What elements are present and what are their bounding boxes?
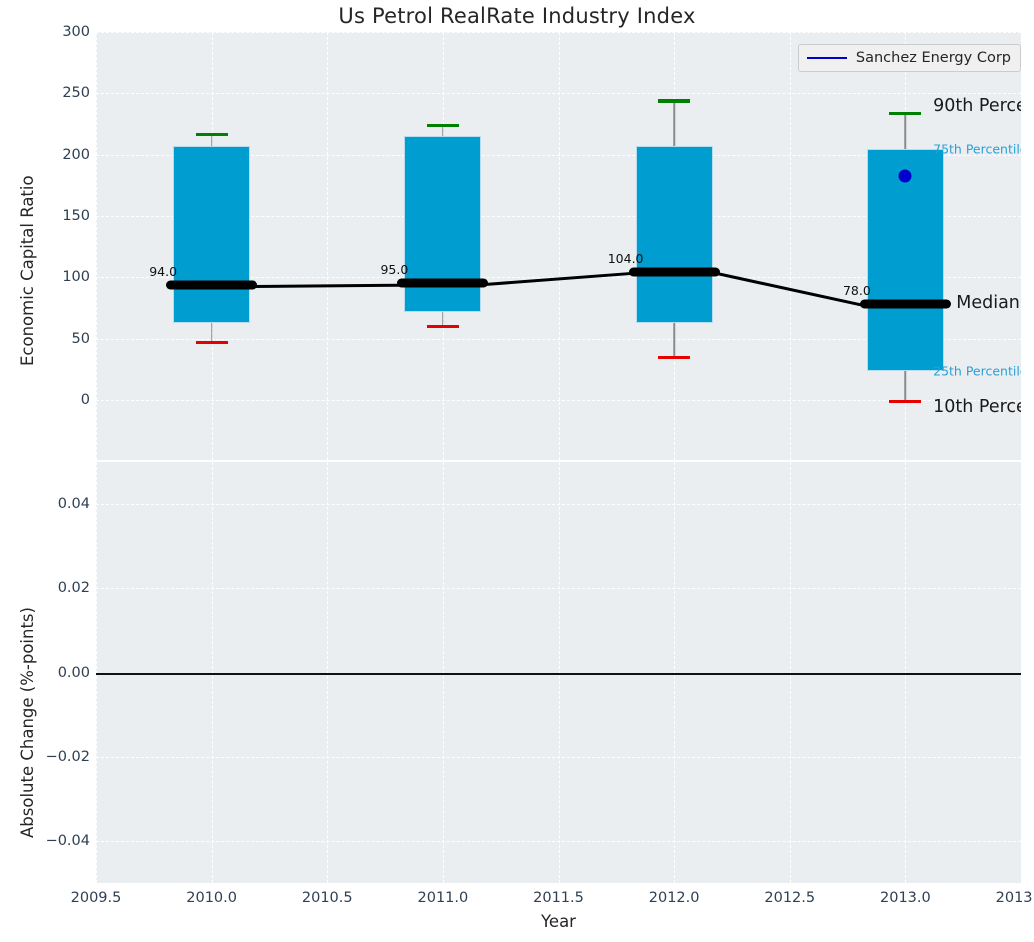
median-value-label: 95.0 — [380, 262, 409, 278]
whisker-cap-90th — [658, 99, 691, 103]
company-data-point[interactable] — [898, 169, 912, 183]
lower-zero-reference-line — [96, 672, 1021, 675]
median-marker — [628, 267, 720, 277]
y-axis-tick-label: 0.04 — [57, 496, 90, 513]
lower-y-axis-label: Absolute Change (%-points) — [18, 607, 37, 838]
chart-annotation: Median — [956, 293, 1020, 314]
y-axis-tick-label: 0.02 — [57, 580, 90, 597]
x-axis-tick-label: 2011.5 — [533, 890, 584, 906]
upper-y-axis-ticks: 0 50 100 150 200 250 300 — [0, 24, 90, 460]
y-axis-tick-label: 0 — [80, 392, 90, 408]
median-value-label: 94.0 — [149, 263, 178, 279]
x-axis-tick-label: 2010.5 — [301, 890, 353, 906]
whisker-cap-10th — [658, 355, 691, 360]
gridline-horizontal — [96, 504, 1021, 506]
y-axis-tick-label: 200 — [62, 146, 90, 163]
y-axis-tick-label: 0.00 — [57, 664, 90, 681]
chart-annotation: 75th Percentile — [933, 141, 1021, 157]
y-axis-tick-label: −0.04 — [45, 832, 90, 849]
y-axis-tick-label: −0.02 — [45, 748, 90, 765]
gridline-vertical — [1021, 32, 1022, 460]
x-axis-tick-label: 2010.0 — [186, 890, 237, 906]
median-value-label: 104.0 — [607, 251, 644, 267]
y-axis-tick-label: 150 — [62, 208, 90, 224]
whisker-cap-90th — [195, 132, 228, 136]
whisker-cap-10th — [195, 341, 228, 345]
chart-annotation: 25th Percentile — [933, 363, 1021, 379]
chart-title: Us Petrol RealRate Industry Index — [338, 4, 696, 28]
median-marker — [859, 299, 951, 309]
legend-entry-label: Sanchez Energy Corp — [855, 50, 1011, 66]
gridline-horizontal — [96, 588, 1021, 590]
x-axis-tick-label: 2012.5 — [764, 890, 816, 906]
y-axis-tick-label: 300 — [62, 24, 90, 40]
median-trend-line — [254, 283, 401, 288]
gridline-horizontal — [96, 756, 1021, 758]
percentile-box-bar[interactable] — [635, 146, 713, 323]
legend-line-swatch — [806, 57, 847, 59]
x-axis-tick-label: 2009.5 — [70, 890, 122, 906]
gridline-vertical — [1021, 462, 1022, 883]
chart-annotation: 90th Percentile — [933, 95, 1021, 116]
lower-y-axis-ticks: −0.04 −0.02 0.00 0.02 0.04 — [0, 462, 90, 883]
x-axis-label: Year — [541, 912, 576, 931]
median-trend-line — [716, 272, 864, 307]
percentile-box-bar[interactable] — [173, 146, 251, 323]
upper-y-axis-label: Economic Capital Ratio — [18, 175, 37, 366]
x-axis-tick-label: 2012.0 — [648, 890, 700, 906]
median-marker — [166, 280, 258, 290]
whisker-cap-90th — [889, 111, 922, 115]
gridline-horizontal — [96, 840, 1021, 842]
x-axis-tick-label: 2013.0 — [880, 890, 931, 906]
x-axis-tick-label: 2011.0 — [417, 890, 469, 906]
percentile-bar-plot: 94.0 95.0 104.0 78.0 90th Percentile 75th Per… — [96, 32, 1021, 460]
whisker-cap-90th — [426, 124, 459, 128]
y-axis-tick-label: 100 — [62, 269, 90, 286]
chart-annotation: 10th Percentile — [933, 397, 1021, 418]
median-trend-line — [485, 272, 632, 287]
whisker-cap-10th — [426, 325, 459, 329]
x-axis-tick-label: 2013.5 — [995, 890, 1034, 906]
percentile-box-bar[interactable] — [866, 148, 944, 371]
median-value-label: 78.0 — [842, 283, 871, 299]
median-marker — [397, 278, 489, 288]
y-axis-tick-label: 250 — [62, 85, 90, 102]
whisker-cap-10th — [889, 400, 922, 404]
y-axis-tick-label: 50 — [71, 330, 90, 347]
chart-legend[interactable]: Sanchez Energy Corp — [797, 44, 1021, 72]
